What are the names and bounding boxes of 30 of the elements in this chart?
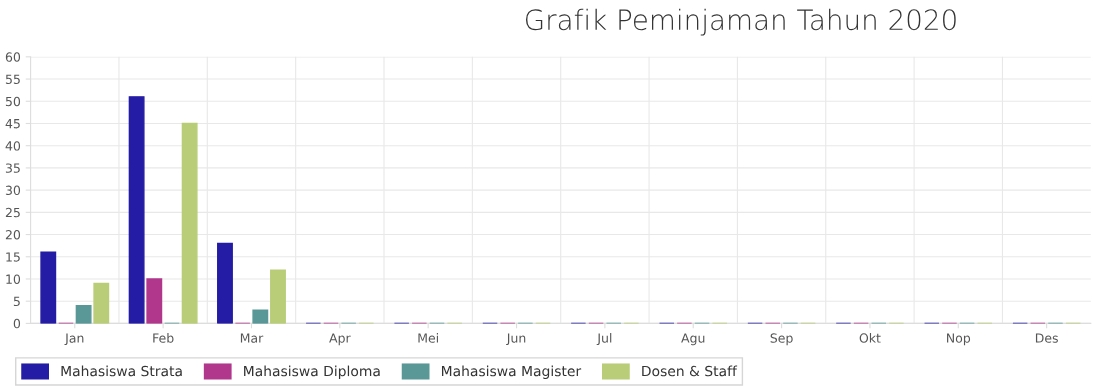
- y-tick-label: 35: [5, 163, 20, 173]
- x-tick-label: Apr: [329, 333, 351, 346]
- x-tick-label: Jun: [506, 333, 526, 346]
- y-tick-label: 5: [13, 296, 20, 307]
- y-tick-label: 30: [5, 185, 21, 196]
- y-tick-label: 55: [5, 74, 20, 84]
- legend-label: Mahasiswa Diploma: [244, 365, 380, 379]
- y-tick-label: 40: [5, 141, 21, 151]
- y-tick-label: 60: [5, 52, 21, 62]
- y-tick-label: 25: [5, 207, 20, 218]
- y-tick-label: 20: [5, 230, 21, 240]
- x-tick-label: Agu: [681, 333, 705, 346]
- x-tick-label: Nop: [947, 333, 971, 346]
- x-tick-label: Jan: [64, 333, 84, 346]
- x-tick-label: Feb: [153, 333, 174, 343]
- y-tick-label: 0: [13, 318, 21, 329]
- x-tick-label: Mei: [418, 333, 438, 343]
- x-tick-label: Des: [1035, 333, 1058, 343]
- chart-title: Grafik Peminjaman Tahun 2020: [525, 8, 956, 36]
- legend-label: Dosen & Staff: [642, 365, 738, 377]
- y-tick-label: 45: [5, 119, 20, 129]
- y-tick-label: 50: [5, 96, 21, 107]
- x-tick-label: Jul: [596, 333, 612, 346]
- x-tick-label: Mar: [240, 333, 264, 343]
- x-tick-label: Okt: [859, 333, 881, 343]
- y-tick-label: 15: [6, 252, 20, 262]
- legend-label: Mahasiswa Strata: [61, 365, 182, 377]
- legend-label: Mahasiswa Magister: [441, 365, 582, 379]
- x-tick-label: Sep: [770, 333, 793, 346]
- y-tick-label: 10: [6, 274, 21, 284]
